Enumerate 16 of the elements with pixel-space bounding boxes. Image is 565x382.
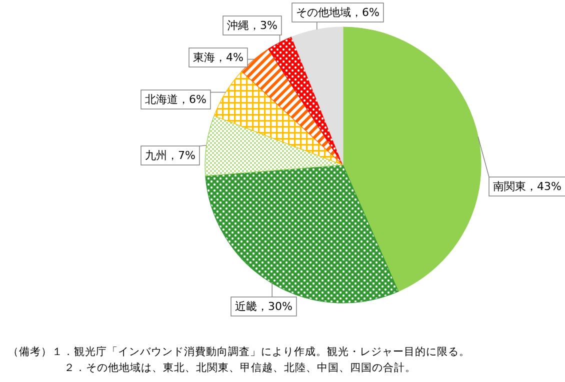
slice-label: 近畿 [235,300,257,313]
slice-label: 東海 [193,51,215,64]
data-label: ，30% [257,300,292,313]
text: ２．その他地域は、東北、北関東、甲信越、北陸、中国、四国の合計。 [64,361,416,374]
data-label: ，6% [178,93,206,106]
text: （備考）１．観光庁「インバウンド消費動向調査」により作成。観光・レジャー目的に限る。 [8,345,470,358]
slice-label: 九州 [145,149,167,162]
slice-label: 南関東 [493,180,526,193]
data-label: ，4% [215,51,244,64]
slice-label: その他地域 [296,6,351,19]
data-label: ，7% [167,149,196,162]
slice-label: 北海道 [145,93,178,106]
data-label: ，6% [351,6,380,19]
slice-label: 沖縄 [227,19,249,32]
data-label: ，3% [249,19,278,32]
data-label: ，43% [526,180,562,193]
